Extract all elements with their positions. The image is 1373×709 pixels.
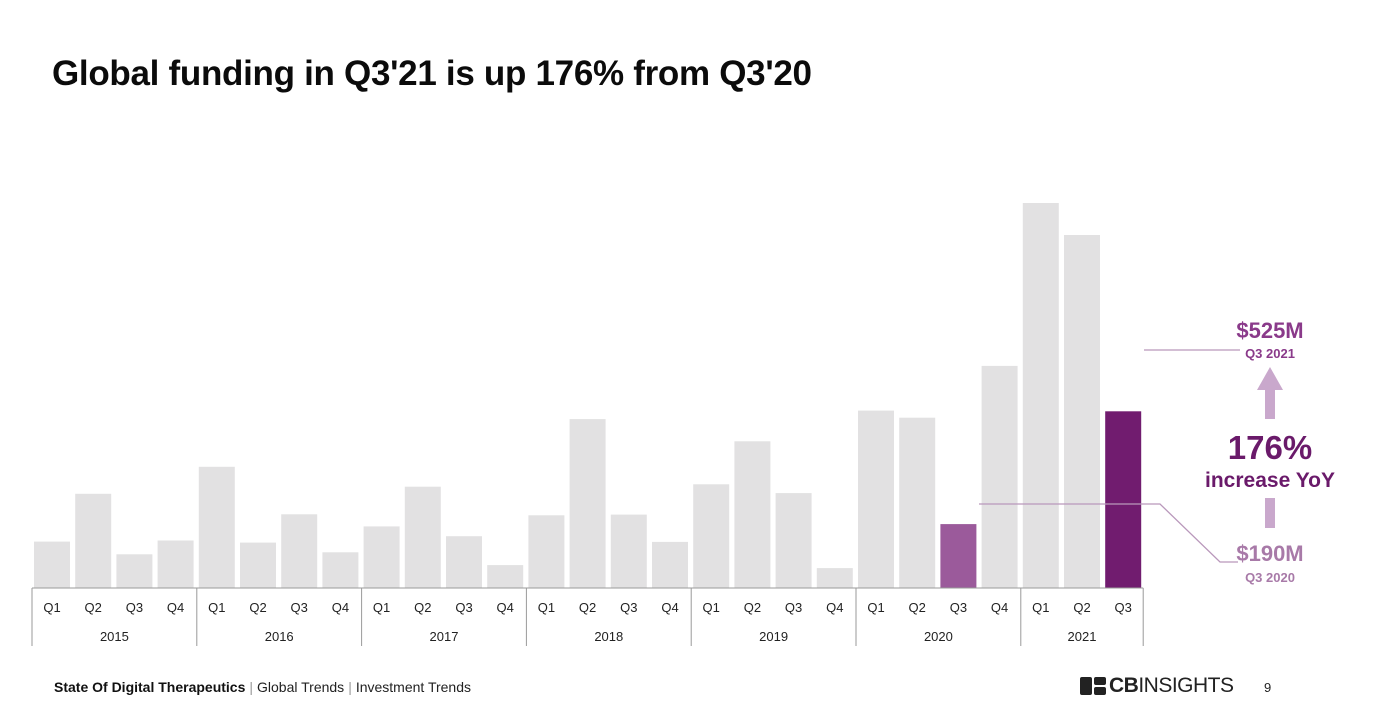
bar-q2-2019 — [734, 441, 771, 588]
year-label-2017: 2017 — [430, 629, 459, 644]
year-label-2021: 2021 — [1068, 629, 1097, 644]
year-label-2019: 2019 — [759, 629, 788, 644]
bar-q1-2017 — [363, 526, 400, 588]
quarter-tick-label: Q2 — [579, 600, 596, 615]
quarter-tick-label: Q3 — [1115, 600, 1132, 615]
bar-q3-2019 — [775, 493, 812, 588]
quarter-tick-label: Q3 — [785, 600, 802, 615]
increase-percent: 176% — [1228, 429, 1312, 466]
bar-q2-2021 — [1064, 235, 1100, 588]
year-label-2015: 2015 — [100, 629, 129, 644]
quarter-tick-label: Q4 — [332, 600, 349, 615]
quarter-tick-label: Q2 — [909, 600, 926, 615]
bar-q1-2015 — [34, 541, 70, 588]
q3-2021-value-label: $525M — [1236, 318, 1303, 343]
quarter-tick-label: Q3 — [291, 600, 308, 615]
cb-insights-logo: CBINSIGHTS — [1080, 674, 1234, 698]
footer-crumb-investment: Investment Trends — [355, 679, 471, 695]
bar-q3-2021 — [1105, 411, 1142, 588]
bar-q3-2016 — [281, 514, 318, 588]
page-number: 9 — [1264, 680, 1272, 695]
bar-q3-2015 — [116, 554, 153, 588]
quarter-tick-label: Q4 — [991, 600, 1008, 615]
quarter-tick-label: Q2 — [1073, 600, 1090, 615]
cb-insights-logo-text: CBINSIGHTS — [1109, 674, 1234, 697]
q3-2020-period-label: Q3 2020 — [1245, 570, 1295, 585]
bar-q1-2021 — [1022, 203, 1059, 588]
q3-2021-period-label: Q3 2021 — [1245, 346, 1295, 361]
quarter-tick-label: Q1 — [373, 600, 390, 615]
footer: State Of Digital Therapeutics | Global Tre… — [54, 679, 471, 695]
quarter-tick-label: Q4 — [497, 600, 514, 615]
bar-q3-2018 — [610, 514, 647, 588]
quarter-tick-label: Q1 — [538, 600, 555, 615]
bar-q2-2018 — [569, 419, 606, 588]
bar-q4-2019 — [816, 568, 853, 588]
footer-crumb-global: Global Trends — [257, 679, 345, 695]
bar-q4-2015 — [157, 540, 194, 588]
quarter-tick-label: Q1 — [703, 600, 720, 615]
quarter-tick-label: Q3 — [620, 600, 637, 615]
bar-q1-2016 — [198, 466, 235, 588]
quarter-tick-label: Q1 — [867, 600, 884, 615]
footer-report-title: State Of Digital Therapeutics — [54, 679, 246, 695]
quarter-tick-label: Q2 — [744, 600, 761, 615]
year-label-2018: 2018 — [594, 629, 623, 644]
x-axis: Q1 Q2 Q3 Q4 Q1 Q2 Q3 Q4 Q1 Q2 Q3 Q4 Q1 Q2 Q3 Q4 Q1 Q2 Q3 Q4… — [31, 587, 1144, 646]
bar-q1-2018 — [528, 515, 565, 588]
quarter-tick-label: Q3 — [126, 600, 143, 615]
q3-2020-connector-line — [979, 503, 1238, 563]
quarter-tick-label: Q4 — [167, 600, 184, 615]
bar-q4-2017 — [487, 565, 524, 588]
chart-title: Global funding in Q3'21 is up 176% from … — [52, 54, 812, 93]
bar-q2-2020 — [899, 417, 936, 588]
quarter-tick-label: Q2 — [414, 600, 431, 615]
bar-q2-2017 — [404, 486, 441, 588]
bar-q3-2017 — [446, 536, 482, 588]
bar-q2-2015 — [75, 493, 112, 588]
year-label-2020: 2020 — [924, 629, 953, 644]
quarter-tick-label: Q4 — [661, 600, 678, 615]
cb-insights-logo-icon — [1080, 677, 1106, 695]
increase-text: increase YoY — [1205, 469, 1335, 492]
bar-q4-2016 — [322, 552, 359, 588]
quarter-tick-label: Q1 — [1032, 600, 1049, 615]
quarter-tick-label: Q3 — [455, 600, 472, 615]
bars-group — [34, 203, 1142, 588]
quarter-tick-label: Q1 — [43, 600, 60, 615]
bar-q3-2020 — [940, 524, 977, 588]
quarter-tick-label: Q4 — [826, 600, 843, 615]
arrow-up-icon — [1257, 367, 1283, 419]
bar-q2-2016 — [240, 542, 276, 588]
bar-q4-2018 — [652, 541, 688, 588]
quarter-tick-label: Q1 — [208, 600, 225, 615]
connector-stem — [1265, 498, 1275, 528]
bar-q1-2020 — [858, 410, 894, 588]
quarter-tick-label: Q2 — [249, 600, 266, 615]
quarter-tick-label: Q2 — [85, 600, 102, 615]
bar-q4-2020 — [981, 365, 1018, 588]
bar-q1-2019 — [693, 484, 730, 588]
year-label-2016: 2016 — [265, 629, 294, 644]
q3-2020-value-label: $190M — [1236, 541, 1303, 566]
quarter-tick-label: Q3 — [950, 600, 967, 615]
